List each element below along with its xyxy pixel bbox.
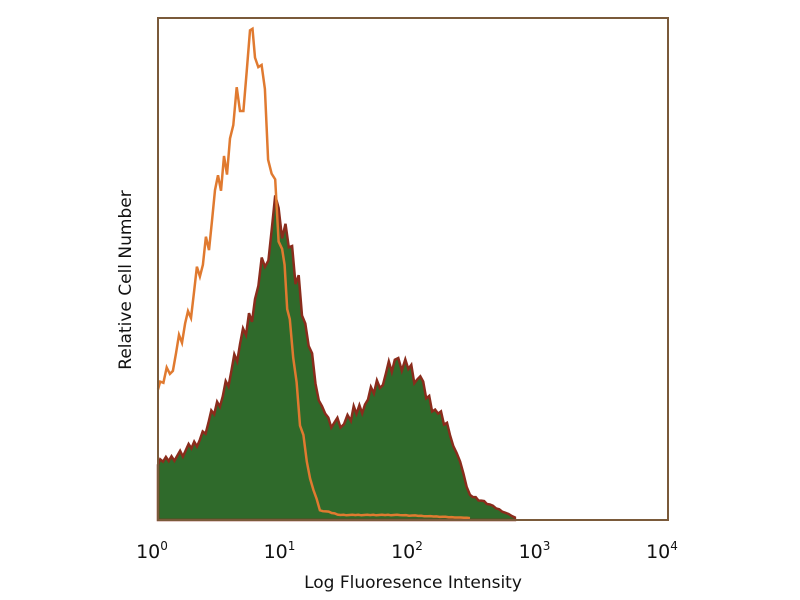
x-tick-labels: 100 101 102 103 104	[136, 539, 678, 563]
plot-frame	[157, 17, 669, 521]
outline-histogram-series	[156, 26, 471, 520]
x-tick-label: 104	[646, 539, 678, 563]
filled-histogram-series	[156, 195, 517, 522]
x-axis-label: Log Fluoresence Intensity	[304, 573, 522, 593]
x-tick-label: 100	[136, 539, 168, 563]
x-tick-label: 103	[519, 539, 551, 563]
x-tick-label: 102	[391, 539, 423, 563]
plot-area	[156, 26, 517, 522]
y-axis-label: Relative Cell Number	[116, 190, 136, 369]
x-tick-label: 101	[264, 539, 296, 563]
